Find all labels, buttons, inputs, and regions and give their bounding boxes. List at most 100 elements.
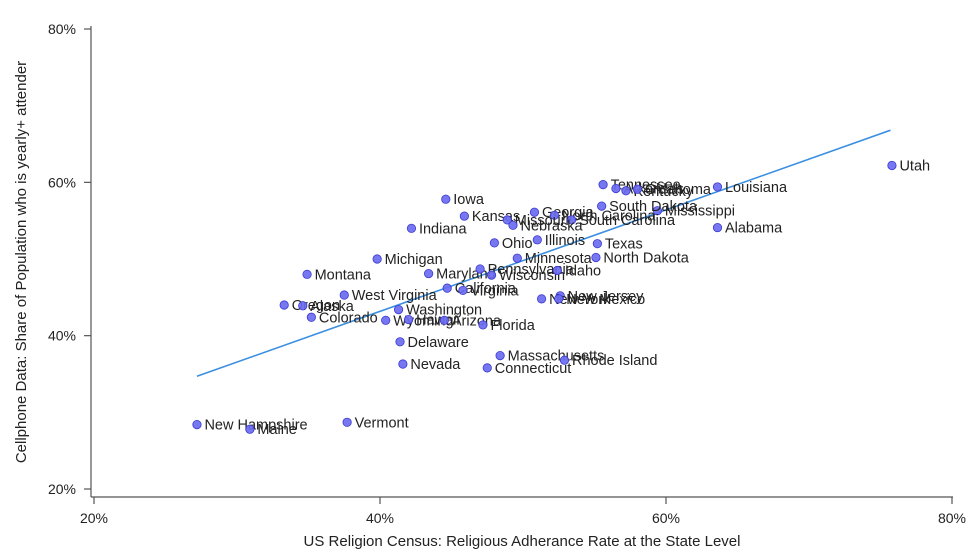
data-point: New Hampshire [192,418,308,434]
point-marker [439,315,449,325]
point-label: Alabama [725,221,783,237]
point-label: Nebraska [520,218,583,234]
point-marker [406,223,417,233]
data-point: California [442,281,517,297]
point-marker [381,315,391,325]
data-point: Kentucky [621,184,694,200]
point-label: West Virginia [352,288,438,304]
point-marker [554,294,564,304]
point-marker [508,220,518,230]
point-label: Rhode Island [572,353,657,369]
y-ticks: 20% 40% 60% 80% [48,21,91,497]
point-label: Iowa [453,192,485,208]
fit-line [196,129,891,378]
point-marker [279,300,289,310]
point-label: Michigan [385,252,443,268]
point-marker [339,290,349,300]
data-point: Indiana [406,221,467,237]
point-label: Massachusetts [508,349,605,365]
point-marker [459,211,469,221]
point-marker [398,359,408,369]
data-point: Idaho [552,264,601,280]
data-point: Vermont [342,415,409,431]
point-marker [502,215,512,225]
data-point: Virginia [458,283,519,299]
data-point: Illinois [532,233,585,249]
point-label: South Dakota [609,199,698,215]
point-marker [632,184,643,194]
data-point: New York [536,292,611,308]
point-marker [482,363,492,373]
point-label: California [455,281,517,297]
data-point: Utah [887,158,930,174]
point-marker [598,180,608,190]
point-label: South Carolina [579,213,676,229]
data-point: Arizona [439,313,502,329]
axes: 20% 40% 60% 80% 20% 40% 60% 80% [48,21,966,526]
data-point: Nevada [398,357,461,373]
point-marker [442,283,452,293]
x-tick-label: 80% [938,510,966,526]
data-point: North Carolina [549,208,656,224]
points-layer: UtahLouisianaTennesseeArkansasKentuckyOk… [192,158,930,438]
data-point: South Carolina [567,213,676,229]
point-label: Connecticut [495,361,572,377]
x-tick-label: 60% [652,510,680,526]
y-tick-label: 60% [48,174,76,190]
point-marker [424,268,434,279]
point-label: Maine [257,422,297,438]
point-label: Hawaii [416,313,460,329]
point-label: Montana [315,267,372,283]
point-label: Florida [490,318,535,334]
point-label: Vermont [355,415,409,431]
point-label: Colorado [319,310,378,326]
data-point: Massachusetts [495,349,605,365]
point-marker [302,269,312,279]
point-label: New Mexico [566,292,645,308]
point-marker [621,186,631,196]
data-point: Missouri [502,213,569,229]
data-point: Iowa [441,192,485,208]
point-label: New York [549,292,611,308]
data-point: Alaska [298,299,355,315]
point-marker [611,183,621,194]
point-marker [458,285,468,296]
data-point: Colorado [306,310,378,326]
point-marker [532,235,542,245]
point-marker [192,419,202,430]
data-point: Ohio [489,236,533,252]
point-label: Oklahoma [645,182,712,198]
point-marker [372,254,382,264]
point-marker [552,265,562,276]
point-label: Missouri [515,213,569,229]
point-marker [298,301,308,311]
point-marker [549,210,560,220]
point-label: Wisconsin [499,268,565,284]
point-marker [567,215,577,225]
point-label: Alaska [310,299,354,315]
point-label: Louisiana [725,180,788,196]
y-tick-label: 20% [48,481,76,497]
data-point: Montana [302,267,372,283]
point-marker [245,424,255,434]
point-label: Virginia [470,283,519,299]
point-label: Arizona [452,313,502,329]
point-label: Texas [605,237,643,253]
point-label: New Hampshire [204,418,307,434]
data-point: Pennsylvania [475,262,575,278]
point-label: Washington [406,303,482,319]
point-marker [403,314,414,325]
data-point: Connecticut [482,361,572,377]
point-marker [486,270,497,280]
point-marker [712,182,723,192]
data-point: Maine [245,422,297,438]
data-point: Nebraska [508,218,583,234]
point-marker [393,304,404,315]
data-point: New Mexico [554,292,645,308]
point-label: Utah [899,158,930,174]
point-marker [712,222,723,233]
point-marker [512,253,522,263]
y-axis-title: Cellphone Data: Share of Population who … [13,61,30,463]
point-label: North Dakota [603,250,689,266]
